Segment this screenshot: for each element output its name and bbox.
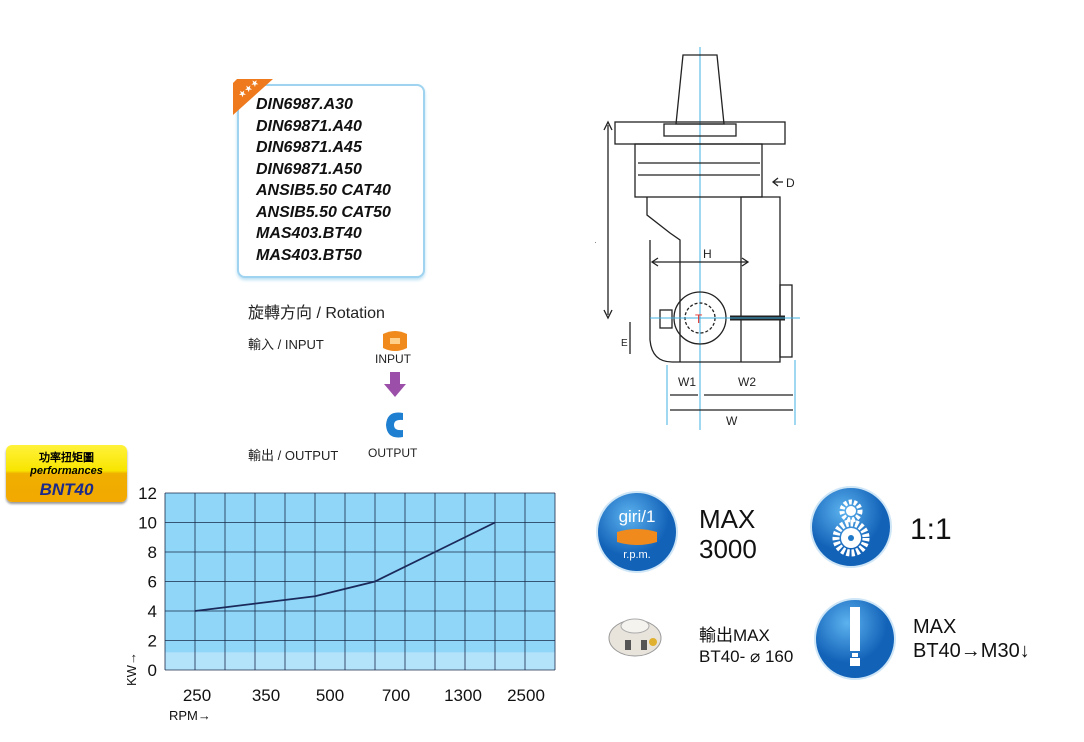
standard-item: DIN6987.A30 xyxy=(256,96,353,113)
plot-lower-band xyxy=(165,652,555,670)
plot-area xyxy=(165,493,555,670)
dim-label-w: W xyxy=(726,414,738,428)
rotation-title: 旋轉方向 / Rotation xyxy=(248,305,385,322)
bolt-icon xyxy=(814,598,896,680)
x-axis-label: RPM→ xyxy=(169,708,211,723)
x-tick-label: 500 xyxy=(316,686,344,705)
max-rpm-value: 3000 xyxy=(699,534,757,564)
cutter-tool-icon xyxy=(608,618,662,657)
performance-badge-title: 功率扭矩圖 xyxy=(39,452,94,464)
power-curve-line xyxy=(194,521,496,612)
dim-label-e: E xyxy=(621,338,628,349)
output-max-label: 輸出MAX xyxy=(699,626,770,645)
gear-ratio: 1:1 xyxy=(910,513,952,546)
standard-item: ANSIB5.50 CAT40 xyxy=(256,182,391,199)
y-tick-label: 8 xyxy=(148,543,157,562)
dim-label-l: L xyxy=(595,235,596,245)
y-tick-label: 2 xyxy=(148,632,157,651)
standard-item: MAS403.BT50 xyxy=(256,246,362,264)
y-tick-label: 4 xyxy=(148,602,157,621)
standard-item: DIN69871.A40 xyxy=(256,117,362,135)
rpm-icon-top-text: giri/1 xyxy=(619,507,656,526)
output-icon-label: OUTPUT xyxy=(368,446,418,460)
max-bolt-value: BT40→M30↓ xyxy=(913,640,1030,662)
x-tick-label: 250 xyxy=(183,686,211,705)
stars-corner-badge: ★★★ xyxy=(233,79,273,115)
output-label: 輸出 / OUTPUT xyxy=(248,448,339,463)
down-arrow-icon xyxy=(384,372,406,397)
dim-label-w2: W2 xyxy=(738,375,756,389)
angle-head-technical-drawing: D H L E T W1 W2 W xyxy=(595,47,800,430)
y-tick-label: 6 xyxy=(148,573,157,592)
x-tick-label: 700 xyxy=(382,686,410,705)
y-axis-label: KW→ xyxy=(124,652,139,686)
standard-item: MAS403.BT40 xyxy=(256,225,362,242)
x-tick-label: 1300 xyxy=(444,686,482,705)
dim-label-d: D xyxy=(786,176,795,190)
max-bolt-label: MAX xyxy=(913,616,957,638)
rpm-icon: giri/1 r.p.m. xyxy=(596,491,678,573)
output-rotation-icon xyxy=(386,412,403,438)
standards-box xyxy=(237,84,425,278)
y-tick-label: 0 xyxy=(148,661,157,680)
input-label: 輸入 / INPUT xyxy=(248,337,324,352)
y-tick-label: 10 xyxy=(138,514,157,533)
x-tick-label: 2500 xyxy=(507,686,545,705)
standard-item: ANSIB5.50 CAT50 xyxy=(256,203,391,221)
dim-label-w1: W1 xyxy=(678,375,696,389)
standard-item: DIN69871.A45 xyxy=(256,139,362,156)
dim-label-h: H xyxy=(703,247,712,261)
dim-label-t: T xyxy=(695,312,703,326)
input-icon-label: INPUT xyxy=(375,352,411,366)
standard-item: DIN69871.A50 xyxy=(256,160,362,178)
performance-badge-subtitle: performances xyxy=(30,465,103,477)
performance-badge: 功率扭矩圖 performances BNT40 xyxy=(6,445,127,502)
y-tick-label: 12 xyxy=(138,484,157,503)
max-rpm-label: MAX xyxy=(699,504,756,534)
performance-badge-model: BNT40 xyxy=(39,480,94,499)
x-tick-label: 350 xyxy=(252,686,280,705)
input-rotation-icon xyxy=(383,331,407,351)
gears-icon xyxy=(810,486,892,568)
rpm-icon-bottom-text: r.p.m. xyxy=(623,549,651,561)
output-max-value: BT40- ⌀ 160 xyxy=(699,647,794,666)
standards-list: DIN6987.A30 DIN69871.A40 DIN69871.A45 DI… xyxy=(256,94,391,266)
